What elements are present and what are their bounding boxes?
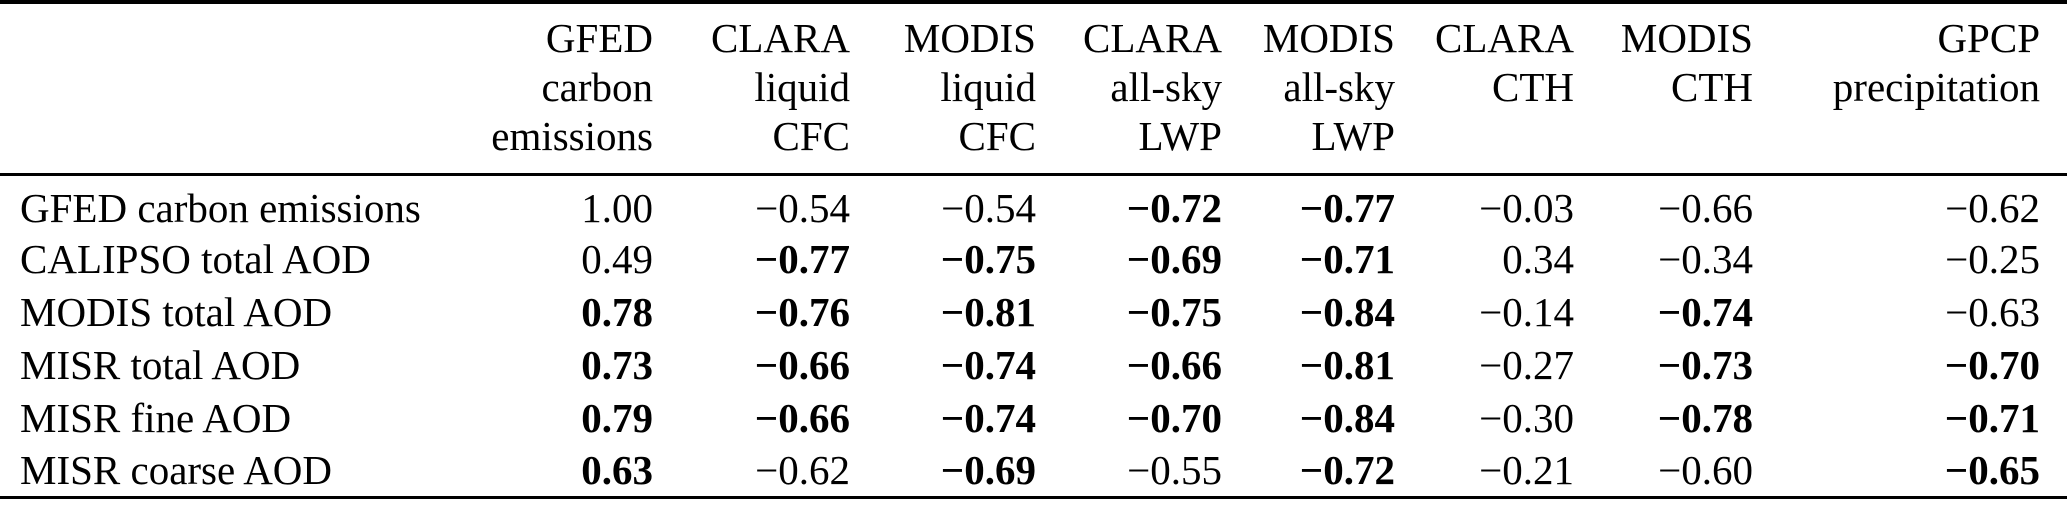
- correlation-value: −0.27: [1479, 341, 1574, 388]
- correlation-value: −0.74: [940, 341, 1036, 388]
- correlation-value: −0.25: [1945, 235, 2040, 282]
- correlation-value: −0.03: [1479, 185, 1574, 231]
- correlation-value: −0.21: [1479, 446, 1574, 493]
- correlation-value: −0.71: [1299, 235, 1395, 282]
- row-label: MODIS total AOD: [20, 288, 333, 335]
- correlation-value: −0.66: [754, 341, 850, 388]
- table-body: GFED carbon emissions 1.00 −0.54 −0.54 −0.72…: [0, 175, 2067, 498]
- correlation-value: −0.81: [940, 288, 1036, 335]
- correlation-value: 0.78: [581, 288, 653, 335]
- correlation-value: −0.69: [940, 446, 1036, 493]
- table-row: MODIS total AOD 0.78 −0.76 −0.81 −0.75 −0.84 −…: [0, 285, 2067, 338]
- row-label: MISR fine AOD: [20, 394, 292, 441]
- correlation-value: −0.70: [1944, 341, 2040, 388]
- correlation-value: −0.73: [1657, 341, 1753, 388]
- column-header-clara-cth: CLARA CTH: [1395, 2, 1574, 176]
- correlation-value: −0.72: [1126, 185, 1222, 231]
- row-label: MISR coarse AOD: [20, 446, 333, 493]
- correlation-value: −0.75: [940, 235, 1036, 282]
- header-row: GFED carbon emissions CLARA liquid CFC M…: [0, 2, 2067, 176]
- column-header-gpcp-precipitation: GPCP precipitation: [1753, 2, 2067, 176]
- table-row: GFED carbon emissions 1.00 −0.54 −0.54 −0.72…: [0, 175, 2067, 233]
- correlation-value: 0.79: [581, 394, 653, 441]
- column-header-gfed-carbon-emissions: GFED carbon emissions: [420, 2, 653, 176]
- correlation-value: −0.84: [1299, 394, 1395, 441]
- correlation-value: −0.75: [1126, 288, 1222, 335]
- correlation-value: −0.65: [1944, 446, 2040, 493]
- column-header-clara-liquid-cfc: CLARA liquid CFC: [653, 2, 850, 176]
- correlation-value: −0.66: [754, 394, 850, 441]
- row-label: GFED carbon emissions: [20, 185, 421, 231]
- correlation-value: 0.63: [581, 446, 653, 493]
- correlation-value: −0.84: [1299, 288, 1395, 335]
- correlation-value: 1.00: [581, 185, 653, 231]
- correlation-value: −0.74: [1657, 288, 1753, 335]
- table-row: CALIPSO total AOD 0.49 −0.77 −0.75 −0.69 −0.7…: [0, 232, 2067, 285]
- correlation-value: −0.66: [1658, 185, 1753, 231]
- correlation-value: −0.60: [1658, 446, 1753, 493]
- column-header-modis-cth: MODIS CTH: [1574, 2, 1753, 176]
- correlation-value: −0.54: [755, 185, 850, 231]
- correlation-value: −0.78: [1657, 394, 1753, 441]
- table-row: MISR coarse AOD 0.63 −0.62 −0.69 −0.55 −0.72 −…: [0, 444, 2067, 497]
- column-header-modis-liquid-cfc: MODIS liquid CFC: [850, 2, 1036, 176]
- column-header-stub: [0, 2, 420, 176]
- correlation-value: −0.76: [754, 288, 850, 335]
- row-label: CALIPSO total AOD: [20, 235, 371, 282]
- correlation-value: −0.72: [1299, 446, 1395, 493]
- correlation-value: −0.74: [940, 394, 1036, 441]
- column-header-clara-all-sky-lwp: CLARA all-sky LWP: [1036, 2, 1222, 176]
- row-label: MISR total AOD: [20, 341, 301, 388]
- correlation-value: −0.62: [755, 446, 850, 493]
- correlation-value: 0.49: [581, 235, 653, 282]
- correlation-value: −0.66: [1126, 341, 1222, 388]
- correlation-value: −0.30: [1479, 394, 1574, 441]
- correlation-value: 0.73: [581, 341, 653, 388]
- column-header-modis-all-sky-lwp: MODIS all-sky LWP: [1222, 2, 1395, 176]
- correlation-value: −0.54: [941, 185, 1036, 231]
- table-row: MISR fine AOD 0.79 −0.66 −0.74 −0.70 −0.84 −0.…: [0, 391, 2067, 444]
- table-header: GFED carbon emissions CLARA liquid CFC M…: [0, 2, 2067, 176]
- table-row: MISR total AOD 0.73 −0.66 −0.74 −0.66 −0.81 −0…: [0, 338, 2067, 391]
- correlation-value: −0.14: [1479, 288, 1574, 335]
- correlation-value: 0.34: [1502, 235, 1574, 282]
- correlation-value: −0.71: [1944, 394, 2040, 441]
- correlation-value: −0.69: [1126, 235, 1222, 282]
- correlation-value: −0.81: [1299, 341, 1395, 388]
- correlation-value: −0.63: [1945, 288, 2040, 335]
- correlation-value: −0.34: [1658, 235, 1753, 282]
- correlation-value: −0.55: [1127, 446, 1222, 493]
- correlation-value: −0.70: [1126, 394, 1222, 441]
- correlation-value: −0.62: [1945, 185, 2040, 231]
- correlation-value: −0.77: [754, 235, 850, 282]
- correlation-value: −0.77: [1299, 185, 1395, 231]
